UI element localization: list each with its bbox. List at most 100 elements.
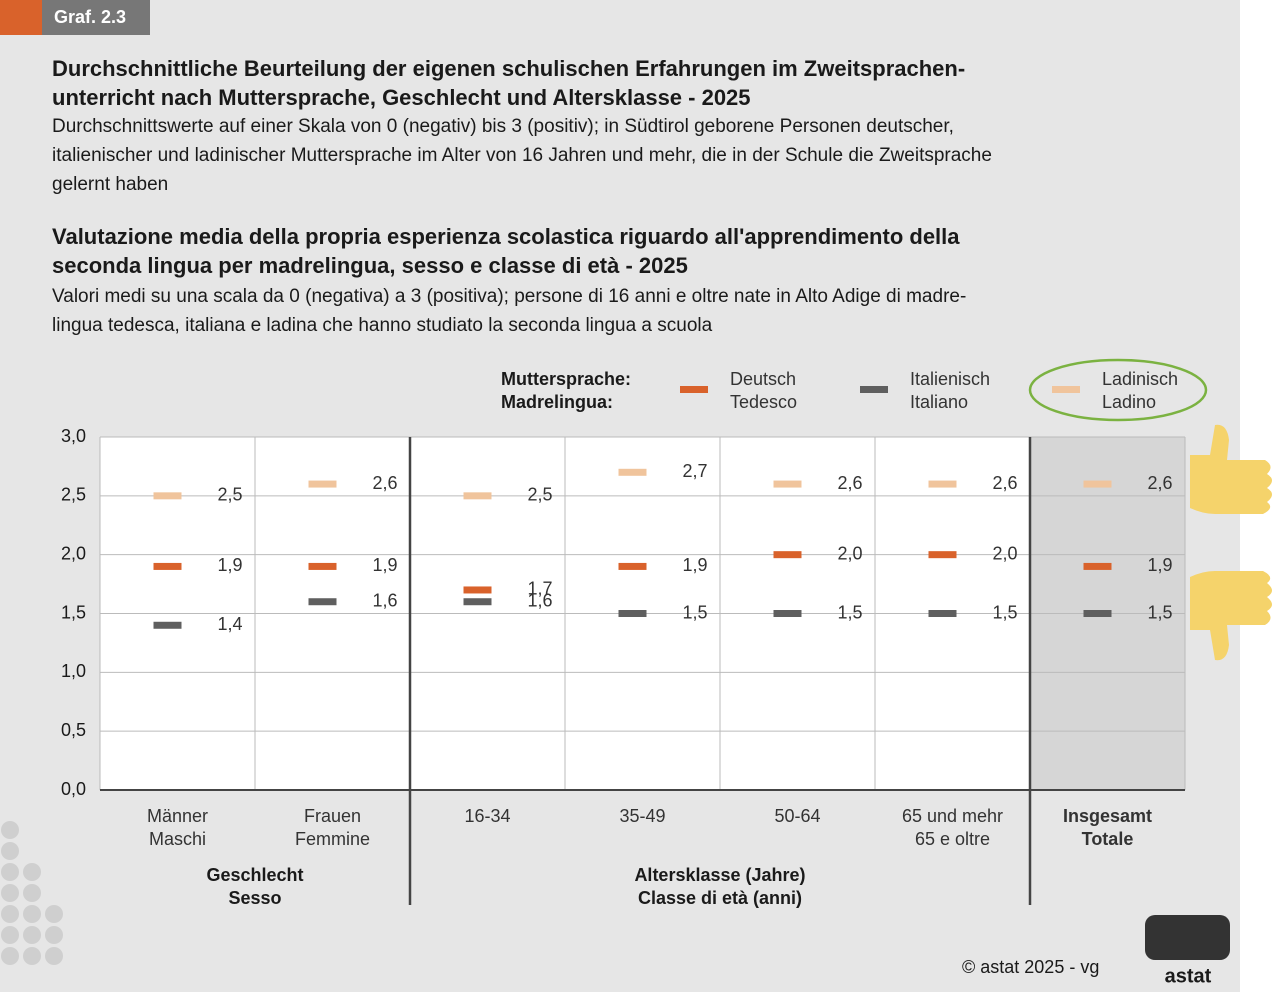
dash-mark — [463, 492, 492, 500]
highlight-ellipse — [1028, 358, 1208, 422]
legend-label: Italienisch — [910, 369, 990, 389]
x-tick-label: Maschi — [149, 829, 206, 849]
dash-mark — [618, 562, 647, 570]
dash-mark — [618, 610, 647, 617]
x-tick-label: 65 e oltre — [915, 829, 990, 849]
dash-mark — [153, 621, 182, 629]
value-label: 2,5 — [218, 485, 243, 505]
logo: astat — [1165, 965, 1212, 987]
x-tick-label: Männer — [147, 806, 208, 826]
dot — [45, 926, 63, 944]
legend-title: Madrelingua: — [501, 392, 613, 412]
group-label: Altersklasse (Jahre) — [634, 865, 805, 885]
dash-mark — [153, 492, 182, 500]
dash-mark — [463, 598, 492, 606]
dot — [23, 863, 41, 881]
x-tick-label: Totale — [1082, 829, 1134, 849]
dot — [1, 947, 19, 965]
value-label: 1,9 — [373, 555, 398, 575]
subtitle-it: Valori medi su una scala da 0 (negativa)… — [52, 286, 966, 307]
value-label: 1,9 — [683, 555, 708, 575]
value-label: 2,6 — [838, 473, 863, 493]
dash-mark — [928, 551, 957, 559]
dash-mark — [773, 610, 802, 617]
badge: Graf. 2.3 — [54, 7, 126, 27]
value-label: 2,6 — [373, 473, 398, 493]
x-tick-label: 35-49 — [619, 806, 665, 826]
legend-swatch — [860, 386, 888, 393]
thumb-down — [1190, 571, 1272, 661]
value-label: 1,4 — [218, 614, 243, 634]
dot — [1, 842, 19, 860]
dash-mark — [773, 480, 802, 488]
title-it: seconda lingua per madrelingua, sesso e … — [52, 253, 688, 278]
dash-mark — [928, 610, 957, 617]
y-tick-label: 0,5 — [61, 720, 86, 740]
dash-mark — [463, 586, 492, 594]
legend-label: Italiano — [910, 392, 968, 412]
dot — [23, 947, 41, 965]
badge-accent — [0, 0, 42, 35]
dot — [1, 884, 19, 902]
footer: © astat 2025 - vg — [962, 957, 1099, 977]
value-label: 1,6 — [373, 590, 398, 610]
logo-map — [1145, 915, 1230, 960]
title-de: unterricht nach Muttersprache, Geschlech… — [52, 85, 751, 110]
dash-mark — [618, 468, 647, 476]
value-label: 1,5 — [838, 602, 863, 622]
dash-mark — [308, 562, 337, 570]
x-tick-label: Femmine — [295, 829, 370, 849]
dot — [1, 821, 19, 839]
dash-mark — [1083, 480, 1112, 488]
y-tick-label: 0,0 — [61, 779, 86, 799]
value-label: 1,9 — [1148, 555, 1173, 575]
y-tick-label: 1,0 — [61, 661, 86, 681]
y-tick-label: 2,0 — [61, 543, 86, 563]
value-label: 1,5 — [993, 602, 1018, 622]
value-label: 1,7 — [528, 579, 553, 599]
value-label: 1,6 — [528, 590, 553, 610]
dot — [1, 926, 19, 944]
y-tick-label: 2,5 — [61, 485, 86, 505]
dash-mark — [928, 480, 957, 488]
x-tick-label: 50-64 — [774, 806, 820, 826]
value-label: 2,7 — [683, 461, 708, 481]
dot — [1, 905, 19, 923]
dot — [23, 926, 41, 944]
legend-swatch — [1052, 386, 1080, 393]
value-label: 1,5 — [683, 602, 708, 622]
dot — [45, 905, 63, 923]
dash-mark — [153, 562, 182, 570]
subtitle-de: italienischer und ladinischer Mutterspra… — [52, 145, 992, 166]
value-label: 2,6 — [1148, 473, 1173, 493]
dot — [45, 947, 63, 965]
dot — [23, 905, 41, 923]
x-tick-label: 65 und mehr — [902, 806, 1003, 826]
value-label: 1,9 — [218, 555, 243, 575]
legend-label: Ladinisch — [1102, 369, 1178, 389]
legend-label: Deutsch — [730, 369, 796, 389]
legend-label: Ladino — [1102, 392, 1156, 412]
badge-box — [42, 0, 150, 35]
value-label: 1,5 — [1148, 602, 1173, 622]
title-it: Valutazione media della propria esperien… — [52, 224, 960, 249]
x-tick-label: Insgesamt — [1063, 806, 1152, 826]
dash-mark — [773, 551, 802, 559]
dot — [1, 863, 19, 881]
title-de: Durchschnittliche Beurteilung der eigene… — [52, 56, 965, 81]
dash-mark — [308, 480, 337, 488]
group-label: Classe di età (anni) — [638, 888, 802, 908]
thumb-up — [1190, 424, 1272, 514]
subtitle-de: Durchschnittswerte auf einer Skala von 0… — [52, 116, 954, 137]
y-tick-label: 3,0 — [61, 426, 86, 446]
decor-dots — [1, 821, 63, 965]
value-label: 2,5 — [528, 485, 553, 505]
x-tick-label: Frauen — [304, 806, 361, 826]
legend-title: Muttersprache: — [501, 369, 631, 389]
subtitle-de: gelernt haben — [52, 174, 168, 195]
group-label: Sesso — [228, 888, 281, 908]
legend-swatch — [680, 386, 708, 393]
x-tick-label: 16-34 — [464, 806, 510, 826]
